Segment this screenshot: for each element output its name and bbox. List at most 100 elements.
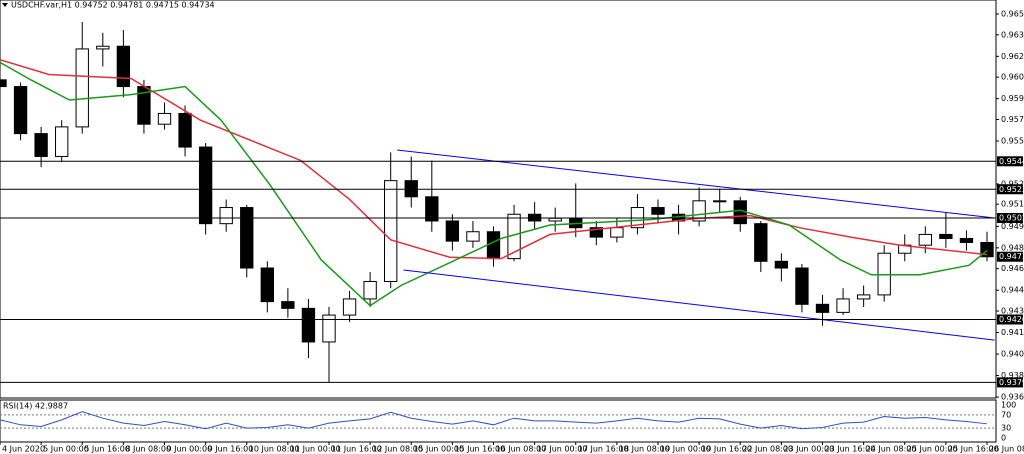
candle-body (466, 231, 480, 242)
y-tick-label: 0.95755 (1001, 115, 1024, 124)
y-tick-label: 0.95275 (1001, 180, 1024, 189)
x-tick-label: 9 Jun 16:00 (208, 445, 254, 454)
candle-body (836, 298, 850, 313)
x-tick-label: 15 Jun 16:00 (454, 445, 505, 454)
x-tick-label: 18 Jun 08:00 (619, 445, 670, 454)
candle-body (34, 133, 48, 157)
x-tick-label: 4 Jun 2020 (2, 445, 45, 454)
candle-body (322, 314, 336, 343)
level-box (997, 156, 1023, 167)
candle-body (55, 126, 69, 157)
y-tick-label: 0.96540 (1001, 9, 1024, 18)
y-tick-label: 0.96070 (1001, 73, 1024, 82)
candle-body (384, 180, 398, 282)
y-tick-label: 0.94800 (1001, 243, 1024, 252)
x-tick-label: 25 Jun 00:00 (907, 445, 958, 454)
candle-body (918, 233, 932, 246)
x-tick-label: 23 Jun 00:00 (783, 445, 834, 454)
rsi-tick-label: 30 (1001, 424, 1011, 433)
candle-body (754, 223, 768, 262)
y-tick-label: 0.96385 (1001, 30, 1024, 39)
candle-body (178, 112, 192, 148)
candle-body (13, 86, 28, 135)
candle-body (75, 48, 89, 128)
candle-body (548, 217, 562, 222)
rsi-title: RSI(14) 42.9887 (3, 402, 68, 411)
x-tick-label: 12 Jun 08:00 (372, 445, 423, 454)
candle-body (589, 227, 603, 238)
last-price-box (997, 251, 1023, 262)
x-tick-label: 19 Jun 16:00 (701, 445, 752, 454)
x-tick-label: 26 Jun 08:00 (989, 445, 1024, 454)
y-tick-label: 0.93690 (1001, 393, 1024, 402)
level-label: 0.95236 (999, 185, 1024, 194)
candle-body (795, 267, 809, 305)
y-tick-label: 0.95595 (1001, 137, 1024, 146)
candle-body (856, 294, 871, 300)
y-tick-label: 0.93850 (1001, 371, 1024, 380)
candle-body (445, 220, 460, 242)
candle-body (240, 207, 254, 269)
candle-body (774, 260, 789, 269)
y-tick-label: 0.95125 (1001, 200, 1024, 209)
level-box (997, 314, 1023, 325)
level-box (997, 377, 1023, 388)
rsi-panel (0, 399, 997, 443)
x-tick-label: 15 Jun 00:00 (413, 445, 464, 454)
last-price-label: 0.94734 (999, 252, 1024, 261)
candle-body (486, 231, 501, 260)
candle-body (959, 237, 974, 243)
main-panel (0, 0, 997, 399)
rsi-line (0, 411, 988, 430)
moving-average (0, 58, 988, 260)
candle-body (116, 45, 131, 88)
candle-body (198, 146, 213, 225)
x-tick-label: 10 Jun 08:00 (249, 445, 300, 454)
candle-body (0, 79, 7, 88)
x-tick-label: 5 Jun 00:00 (43, 445, 89, 454)
x-tick-label: 25 Jun 16:00 (948, 445, 999, 454)
level-box (997, 213, 1023, 224)
candle-body (157, 112, 172, 125)
y-tick-label: 0.94645 (1001, 264, 1024, 273)
x-tick-label: 17 Jun 00:00 (537, 445, 588, 454)
candle-body (713, 200, 727, 203)
x-tick-label: 11 Jun 00:00 (290, 445, 341, 454)
candle-body (281, 301, 295, 309)
candle-body (651, 207, 665, 215)
x-tick-label: 9 Jun 00:00 (167, 445, 213, 454)
y-tick-label: 0.94960 (1001, 222, 1024, 231)
level-label: 0.93799 (999, 378, 1024, 387)
candle-body (692, 200, 706, 222)
rsi-tick-label: 0 (1001, 434, 1006, 443)
y-tick-label: 0.96225 (1001, 52, 1024, 61)
candle-body (363, 280, 377, 300)
x-tick-label: 8 Jun 08:00 (125, 445, 171, 454)
trend-line (403, 269, 995, 341)
chart-title: USDCHF.var,H1 0.94752 0.94781 0.94715 0.… (11, 1, 215, 10)
y-tick-label: 0.94485 (1001, 286, 1024, 295)
candle-body (610, 227, 624, 238)
candle-body (260, 267, 274, 303)
level-box (997, 184, 1023, 195)
y-tick-label: 0.94170 (1001, 328, 1024, 337)
x-tick-label: 16 Jun 08:00 (496, 445, 547, 454)
candle-body (939, 233, 953, 239)
candle-body (404, 180, 418, 198)
level-label: 0.94267 (999, 315, 1024, 324)
rsi-tick-label: 100 (1001, 401, 1016, 410)
candle-body (219, 207, 233, 225)
x-tick-label: 19 Jun 00:00 (660, 445, 711, 454)
menu-arrow[interactable] (2, 3, 8, 7)
y-tick-label: 0.94330 (1001, 307, 1024, 316)
candle-body (96, 45, 110, 50)
candle-body (342, 298, 357, 316)
y-tick-label: 0.94010 (1001, 350, 1024, 359)
x-tick-label: 5 Jun 16:00 (84, 445, 130, 454)
candle-body (815, 303, 830, 313)
x-tick-label: 17 Jun 16:00 (578, 445, 629, 454)
x-tick-label: 22 Jun 08:00 (742, 445, 793, 454)
y-tick-label: 0.95910 (1001, 94, 1024, 103)
level-label: 0.95444 (999, 157, 1024, 166)
